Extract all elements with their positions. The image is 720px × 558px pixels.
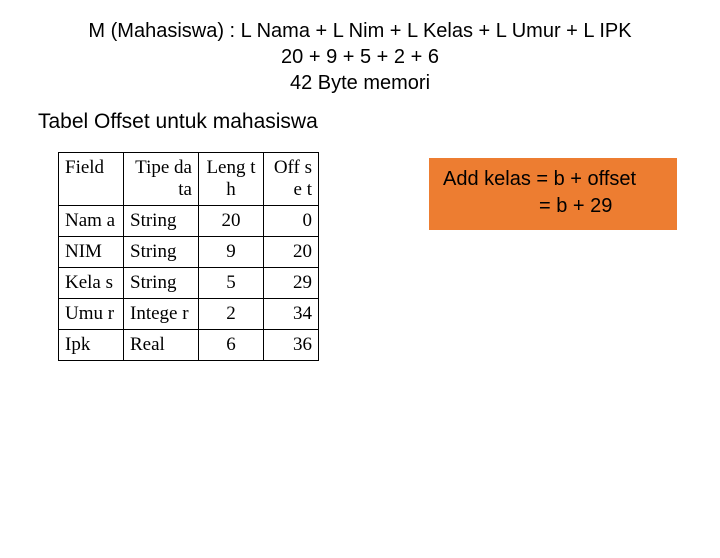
cell-length: 2: [199, 299, 264, 330]
table-row: Umu r Intege r 2 34: [59, 299, 319, 330]
cell-field: Ipk: [59, 330, 124, 361]
callout-line-1: Add kelas = b + offset: [443, 168, 636, 190]
cell-tipe: Real: [124, 330, 199, 361]
heading-line-1: M (Mahasiswa) : L Nama + L Nim + L Kelas…: [0, 18, 720, 44]
cell-tipe: Intege r: [124, 299, 199, 330]
table-row: Kela s String 5 29: [59, 268, 319, 299]
cell-offset: 36: [264, 330, 319, 361]
table-row: Ipk Real 6 36: [59, 330, 319, 361]
callout-box: Add kelas = b + offset = b + 29: [429, 158, 677, 230]
cell-field: NIM: [59, 237, 124, 268]
table-header-row: Field Tipe da ta Leng t h Off s e t: [59, 153, 319, 206]
heading-block: M (Mahasiswa) : L Nama + L Nim + L Kelas…: [0, 18, 720, 96]
th-offset: Off s e t: [264, 153, 319, 206]
th-tipe: Tipe da ta: [124, 153, 199, 206]
callout-line-2: = b + 29: [443, 193, 663, 220]
cell-length: 9: [199, 237, 264, 268]
heading-line-3: 42 Byte memori: [0, 70, 720, 96]
cell-tipe: String: [124, 237, 199, 268]
cell-offset: 34: [264, 299, 319, 330]
th-length: Leng t h: [199, 153, 264, 206]
cell-field: Nam a: [59, 206, 124, 237]
heading-line-2: 20 + 9 + 5 + 2 + 6: [0, 44, 720, 70]
cell-length: 6: [199, 330, 264, 361]
offset-table: Field Tipe da ta Leng t h Off s e t Nam …: [58, 152, 319, 361]
cell-offset: 0: [264, 206, 319, 237]
cell-length: 5: [199, 268, 264, 299]
content-row: Field Tipe da ta Leng t h Off s e t Nam …: [0, 152, 720, 361]
table-row: Nam a String 20 0: [59, 206, 319, 237]
table-row: NIM String 9 20: [59, 237, 319, 268]
cell-field: Kela s: [59, 268, 124, 299]
cell-field: Umu r: [59, 299, 124, 330]
cell-length: 20: [199, 206, 264, 237]
cell-offset: 20: [264, 237, 319, 268]
cell-tipe: String: [124, 206, 199, 237]
cell-offset: 29: [264, 268, 319, 299]
section-subtitle: Tabel Offset untuk mahasiswa: [38, 110, 720, 134]
th-field: Field: [59, 153, 124, 206]
cell-tipe: String: [124, 268, 199, 299]
